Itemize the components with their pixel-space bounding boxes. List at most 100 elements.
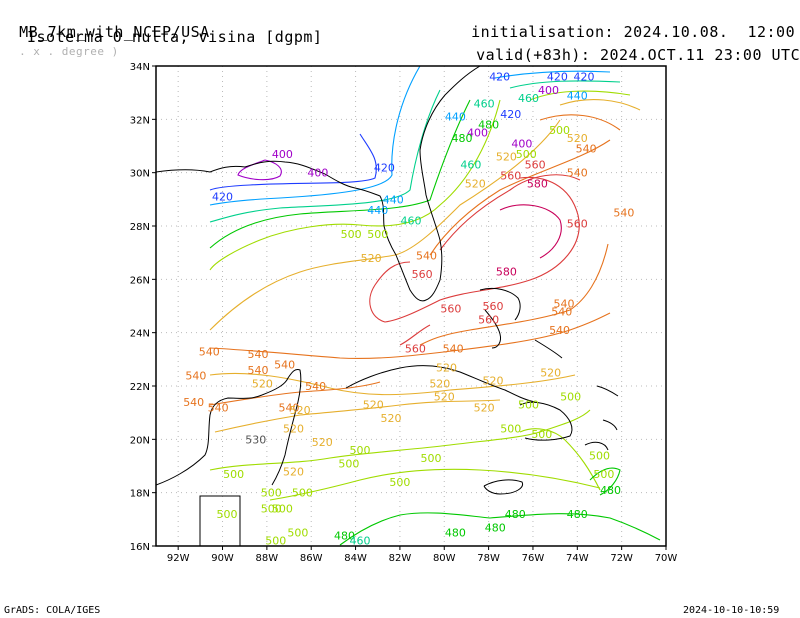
x-tick-label: 86W	[300, 553, 323, 564]
contour-label: 500	[350, 444, 371, 457]
coastline	[199, 495, 241, 546]
contour-label: 480	[452, 132, 473, 145]
contour-label: 440	[383, 193, 404, 206]
contour-label: 500	[560, 391, 581, 404]
contour-label: 540	[551, 305, 572, 318]
contour-label: 520	[567, 132, 588, 145]
x-tick-label: 80W	[433, 553, 456, 564]
contour-label: 500	[216, 508, 237, 521]
contour-label: 540	[554, 297, 575, 310]
contour-label: 500	[292, 487, 313, 500]
coastline	[156, 394, 263, 486]
contour-label: 540	[613, 207, 634, 220]
contour-label: 480	[600, 484, 621, 497]
valid-label: valid(+83h):	[476, 46, 591, 64]
coastline	[479, 287, 521, 321]
contour-label: 540	[279, 401, 300, 414]
footer-left: GrADS: COLA/IGES	[4, 605, 101, 616]
x-tick-label: 78W	[477, 553, 500, 564]
contour-label: 560	[412, 268, 433, 281]
contour-line-480	[589, 467, 621, 496]
contour-line-500	[269, 468, 601, 501]
x-tick-label: 70W	[655, 553, 678, 564]
contour-label: 520	[436, 361, 457, 374]
contour-line-440	[494, 70, 611, 79]
contour-label: 500	[287, 527, 308, 540]
contour-label: 500	[272, 503, 293, 516]
contour-label: 400	[511, 137, 532, 150]
contour-label: 480	[505, 508, 526, 521]
contour-label: 520	[540, 367, 561, 380]
y-tick-label: 34N	[130, 62, 150, 73]
coastline	[345, 365, 536, 403]
contour-label: 520	[474, 401, 495, 414]
contour-label: 500	[261, 487, 282, 500]
latitude-ticks: 34N 32N 30N 28N 26N 24N 22N 20N 18N 16N	[130, 62, 156, 553]
contour-label: 400	[307, 167, 328, 180]
contour-line-460	[509, 80, 621, 89]
contour-line-580	[499, 204, 562, 259]
contour-line-520	[559, 99, 641, 111]
contour-label: 560	[525, 159, 546, 172]
contour-label: 480	[567, 508, 588, 521]
contour-label: 500	[223, 468, 244, 481]
coastline	[534, 339, 563, 359]
contour-label: 540	[443, 343, 464, 356]
contour-line-520	[209, 119, 561, 331]
contour-label: 500	[338, 457, 359, 470]
contour-label: 540	[248, 348, 269, 361]
model-name: MB_7km_with_NCEP/USA	[19, 23, 210, 41]
contour-label: 500	[593, 468, 614, 481]
contour-label: 500	[389, 476, 410, 489]
contour-label: 560	[567, 217, 588, 230]
coastline	[584, 441, 609, 451]
contour-label: 500	[531, 428, 552, 441]
contour-label: 440	[567, 89, 588, 102]
contour-line-420	[209, 133, 377, 191]
product-title: Isoterma 0 nulta, visina [dgpm]	[27, 28, 323, 46]
map-frame	[155, 65, 667, 547]
contour-label: 500	[549, 124, 570, 137]
contour-label: 420	[573, 71, 594, 84]
coastline	[156, 160, 326, 175]
contour-label: 520	[252, 377, 273, 390]
y-tick-label: 32N	[130, 115, 150, 126]
contour-label: 560	[483, 300, 504, 313]
coastline	[596, 385, 619, 397]
footer-right: 2024-10-10-10:59	[683, 605, 780, 616]
contour-label: 520	[361, 252, 382, 265]
model-title: MB_7km_with_NCEP/USA . x . degree )	[0, 5, 210, 59]
contour-label: 480	[485, 521, 506, 534]
contour-label: 540	[208, 401, 229, 414]
contour-label: 420	[489, 71, 510, 84]
contour-label: 520	[283, 423, 304, 436]
contour-label: 460	[474, 97, 495, 110]
contour-label: 520	[363, 399, 384, 412]
contour-label: 520	[434, 391, 455, 404]
y-tick-label: 24N	[130, 329, 150, 340]
lat-lon-grid	[156, 66, 666, 546]
contour-label: 540	[199, 345, 220, 358]
contour-label: 500	[420, 452, 441, 465]
coastline	[602, 419, 618, 431]
contour-label: 540	[274, 359, 295, 372]
init-value: 2024.10.08. 12:00 UTC	[623, 23, 796, 41]
contour-label: 500	[516, 148, 537, 161]
contour-label: 540	[416, 249, 437, 262]
contour-label: 400	[467, 127, 488, 140]
init-label: initialisation:	[471, 23, 615, 41]
contour-label: 500	[500, 423, 521, 436]
contour-label: 480	[478, 119, 499, 132]
x-tick-label: 72W	[610, 553, 633, 564]
init-line: initialisation: 2024.10.08. 12:00 UTC	[452, 5, 800, 41]
contour-label: 520	[496, 151, 517, 164]
coastline	[483, 479, 524, 495]
contour-label: 540	[567, 167, 588, 180]
contour-line-540	[429, 139, 611, 256]
y-tick-label: 22N	[130, 382, 150, 393]
contour-line-560	[439, 174, 581, 251]
contour-line-500	[519, 428, 601, 491]
contour-label: 500	[367, 228, 388, 241]
contour-label: 420	[212, 191, 233, 204]
contour-line-540	[419, 243, 609, 346]
